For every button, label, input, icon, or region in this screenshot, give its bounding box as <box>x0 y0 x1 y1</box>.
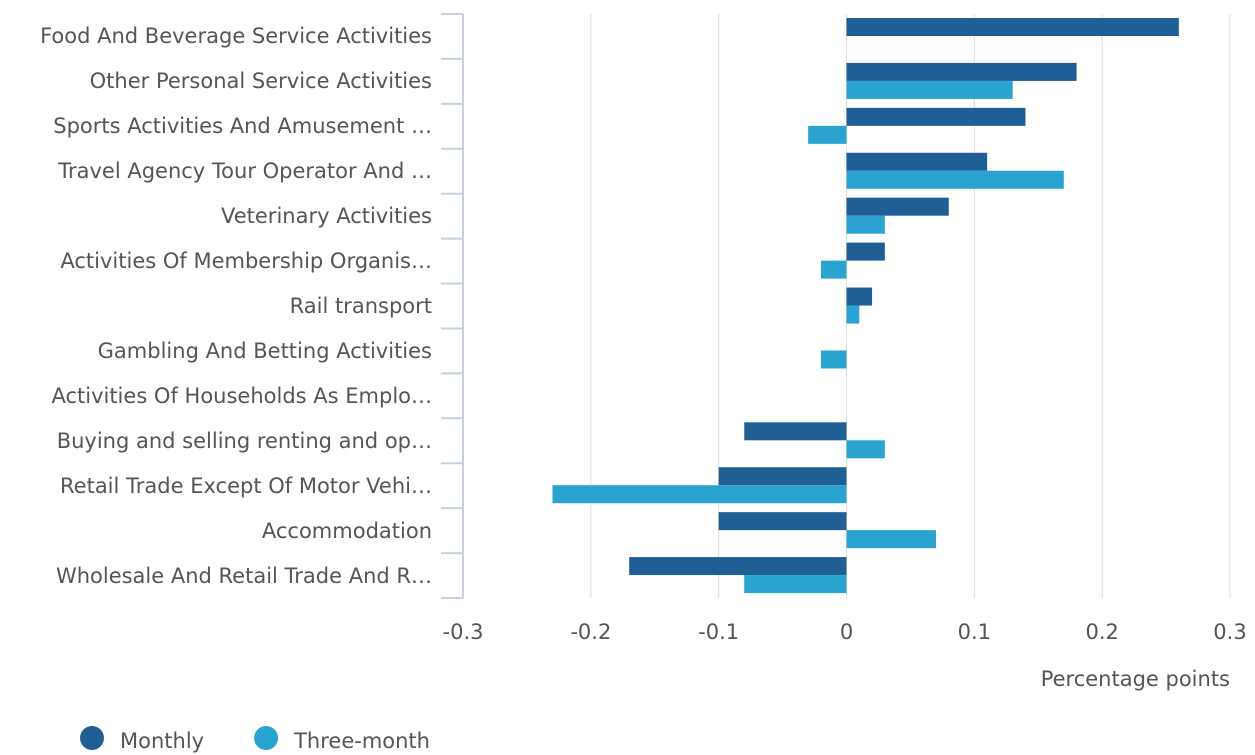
y-tick-label: Buying and selling renting and op… <box>56 428 432 453</box>
x-tick-label: 0 <box>840 620 853 644</box>
y-tick-label: Gambling And Betting Activities <box>97 338 432 363</box>
x-tick-label: -0.2 <box>570 620 611 644</box>
y-tick-label: Travel Agency Tour Operator And … <box>58 159 432 184</box>
bar <box>846 287 873 306</box>
bar <box>808 125 847 144</box>
bar <box>846 152 988 171</box>
x-tick-label: -0.1 <box>698 620 739 644</box>
bar <box>846 530 936 549</box>
y-tick-label: Sports Activities And Amusement … <box>53 114 432 139</box>
bar <box>718 512 847 531</box>
bar <box>718 467 847 486</box>
bar <box>744 575 847 594</box>
y-tick-label: Food And Beverage Service Activities <box>40 24 432 49</box>
y-tick-label: Wholesale And Retail Trade And R… <box>55 563 432 588</box>
bar <box>846 215 885 234</box>
legend-label: Three-month <box>293 729 430 753</box>
x-tick-label: 0.1 <box>958 620 991 644</box>
bar <box>820 260 847 279</box>
bar <box>552 485 847 504</box>
x-tick-label: 0.3 <box>1213 620 1246 644</box>
y-tick-label: Retail Trade Except Of Motor Vehi… <box>60 473 432 498</box>
bar <box>846 305 860 324</box>
x-tick-label: -0.3 <box>443 620 484 644</box>
bar <box>846 80 1013 99</box>
y-tick-label: Veterinary Activities <box>221 204 432 229</box>
bar <box>846 62 1077 81</box>
bar <box>846 170 1064 189</box>
legend-marker <box>254 726 279 750</box>
y-tick-label: Rail transport <box>289 294 432 318</box>
y-tick-label: Activities Of Membership Organis… <box>60 249 432 274</box>
x-tick-label: 0.2 <box>1085 620 1118 644</box>
bar <box>846 440 885 459</box>
bar <box>629 557 847 576</box>
bar <box>846 242 885 261</box>
legend-marker <box>80 726 104 750</box>
bar <box>846 107 1026 126</box>
bar <box>846 197 949 216</box>
y-tick-label: Accommodation <box>261 518 432 543</box>
bar <box>846 18 1179 36</box>
legend-label: Monthly <box>120 729 204 753</box>
bar <box>744 422 847 441</box>
x-axis-title: Percentage points <box>1041 667 1230 691</box>
y-tick-label: Activities Of Households As Emplo… <box>51 383 432 408</box>
y-tick-label: Other Personal Service Activities <box>89 69 432 94</box>
bar <box>820 350 847 369</box>
